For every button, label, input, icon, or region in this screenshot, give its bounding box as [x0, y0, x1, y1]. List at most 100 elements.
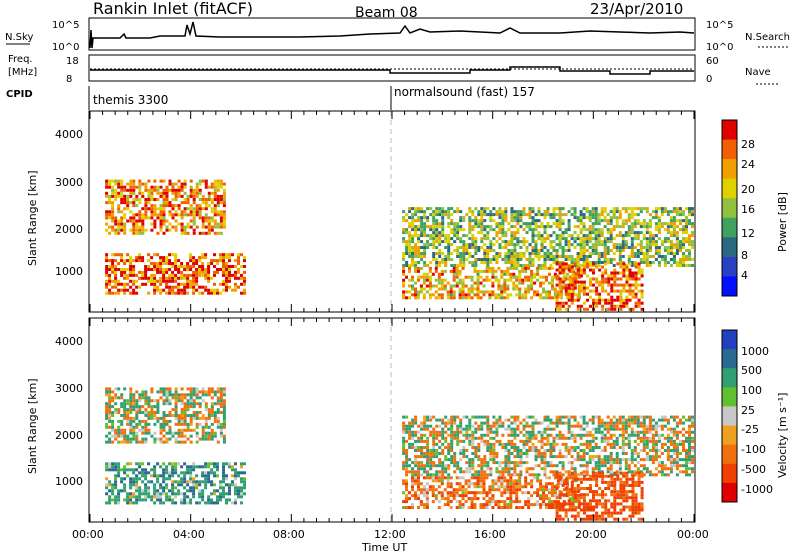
power-cell [601, 277, 605, 281]
power-cell [522, 222, 526, 226]
power-cell [545, 293, 548, 297]
freq-tick-low: 8 [66, 74, 72, 85]
power-cell [402, 293, 406, 297]
power-cell [682, 261, 685, 264]
power-cell [408, 222, 412, 226]
power-cell [519, 258, 523, 261]
power-cell [598, 298, 602, 302]
power-cell [510, 252, 514, 255]
velocity-cell [144, 390, 148, 394]
power-cell [500, 272, 504, 276]
velocity-cell [654, 458, 658, 462]
velocity-cell [183, 414, 187, 417]
velocity-cell [651, 455, 655, 459]
power-cell [630, 216, 634, 220]
power-cell [480, 207, 484, 211]
power-cell [204, 182, 208, 186]
velocity-cell [207, 501, 211, 505]
power-cell [132, 188, 136, 192]
power-cell [168, 213, 172, 217]
velocity-cell [174, 468, 178, 472]
velocity-cell [627, 418, 631, 422]
power-cell [105, 185, 109, 189]
power-cell [579, 246, 583, 249]
velocity-cell [471, 430, 475, 434]
power-cell [519, 210, 523, 214]
power-cell [105, 270, 109, 274]
velocity-cell [198, 495, 202, 499]
velocity-cell [144, 468, 148, 472]
power-cell [129, 216, 133, 220]
power-cell [540, 246, 544, 249]
power-cell [168, 228, 172, 232]
velocity-cell [486, 473, 490, 477]
power-cell [636, 213, 640, 217]
velocity-cell [585, 470, 589, 474]
velocity-cell [126, 411, 130, 414]
power-cell [114, 259, 118, 263]
power-cell [243, 279, 246, 283]
velocity-cell [624, 424, 628, 428]
power-cell [144, 268, 148, 271]
velocity-cell [108, 408, 112, 412]
power-cell [524, 296, 528, 300]
power-cell [657, 249, 661, 252]
velocity-cell [402, 446, 406, 449]
velocity-cell [543, 467, 547, 471]
power-cell [657, 222, 661, 226]
velocity-cell [591, 421, 595, 425]
velocity-cell [422, 476, 426, 480]
power-cell [549, 246, 553, 249]
velocity-cell [129, 440, 133, 444]
power-cell [498, 210, 502, 214]
power-cell [518, 287, 522, 291]
velocity-cell [612, 433, 616, 437]
power-cell [595, 280, 599, 284]
power-cell [561, 249, 565, 252]
velocity-cell [177, 399, 181, 403]
power-cell [207, 219, 211, 223]
power-cell [426, 216, 430, 220]
power-cell [675, 225, 679, 229]
velocity-cell [216, 474, 219, 478]
power-cell [210, 191, 214, 195]
power-cell [147, 191, 151, 195]
velocity-cell [111, 428, 115, 432]
power-cell [622, 298, 626, 302]
velocity-cell [432, 415, 436, 419]
velocity-cell [129, 390, 133, 394]
velocity-cell [168, 425, 172, 429]
power-cell [631, 283, 635, 287]
velocity-cell [645, 415, 649, 419]
power-cell [579, 210, 583, 214]
velocity-cell [435, 418, 439, 422]
power-cell [553, 287, 557, 291]
power-cell [150, 213, 154, 217]
power-cell [615, 216, 619, 220]
velocity-cell [420, 455, 424, 459]
velocity-cell [654, 430, 658, 434]
velocity-cell [138, 492, 142, 496]
power-cell [488, 290, 492, 294]
velocity-cell [624, 427, 628, 431]
power-cell [434, 278, 438, 282]
power-cell [455, 275, 459, 279]
power-cell [616, 271, 620, 275]
power-cell [417, 249, 421, 252]
power-cell [486, 249, 490, 252]
velocity-cell [519, 473, 523, 477]
velocity-cell [447, 418, 451, 422]
velocity-cell [422, 491, 426, 495]
power-cell [651, 216, 655, 220]
velocity-cell [450, 418, 454, 422]
velocity-cell [222, 390, 226, 394]
power-cell [498, 231, 502, 235]
power-cell [147, 279, 151, 283]
power-cell [440, 293, 444, 297]
velocity-cell [132, 495, 136, 499]
power-cell [579, 271, 583, 275]
power-cell [162, 262, 166, 265]
power-cell [132, 270, 136, 274]
power-cell [516, 216, 520, 220]
power-cell [531, 207, 535, 211]
